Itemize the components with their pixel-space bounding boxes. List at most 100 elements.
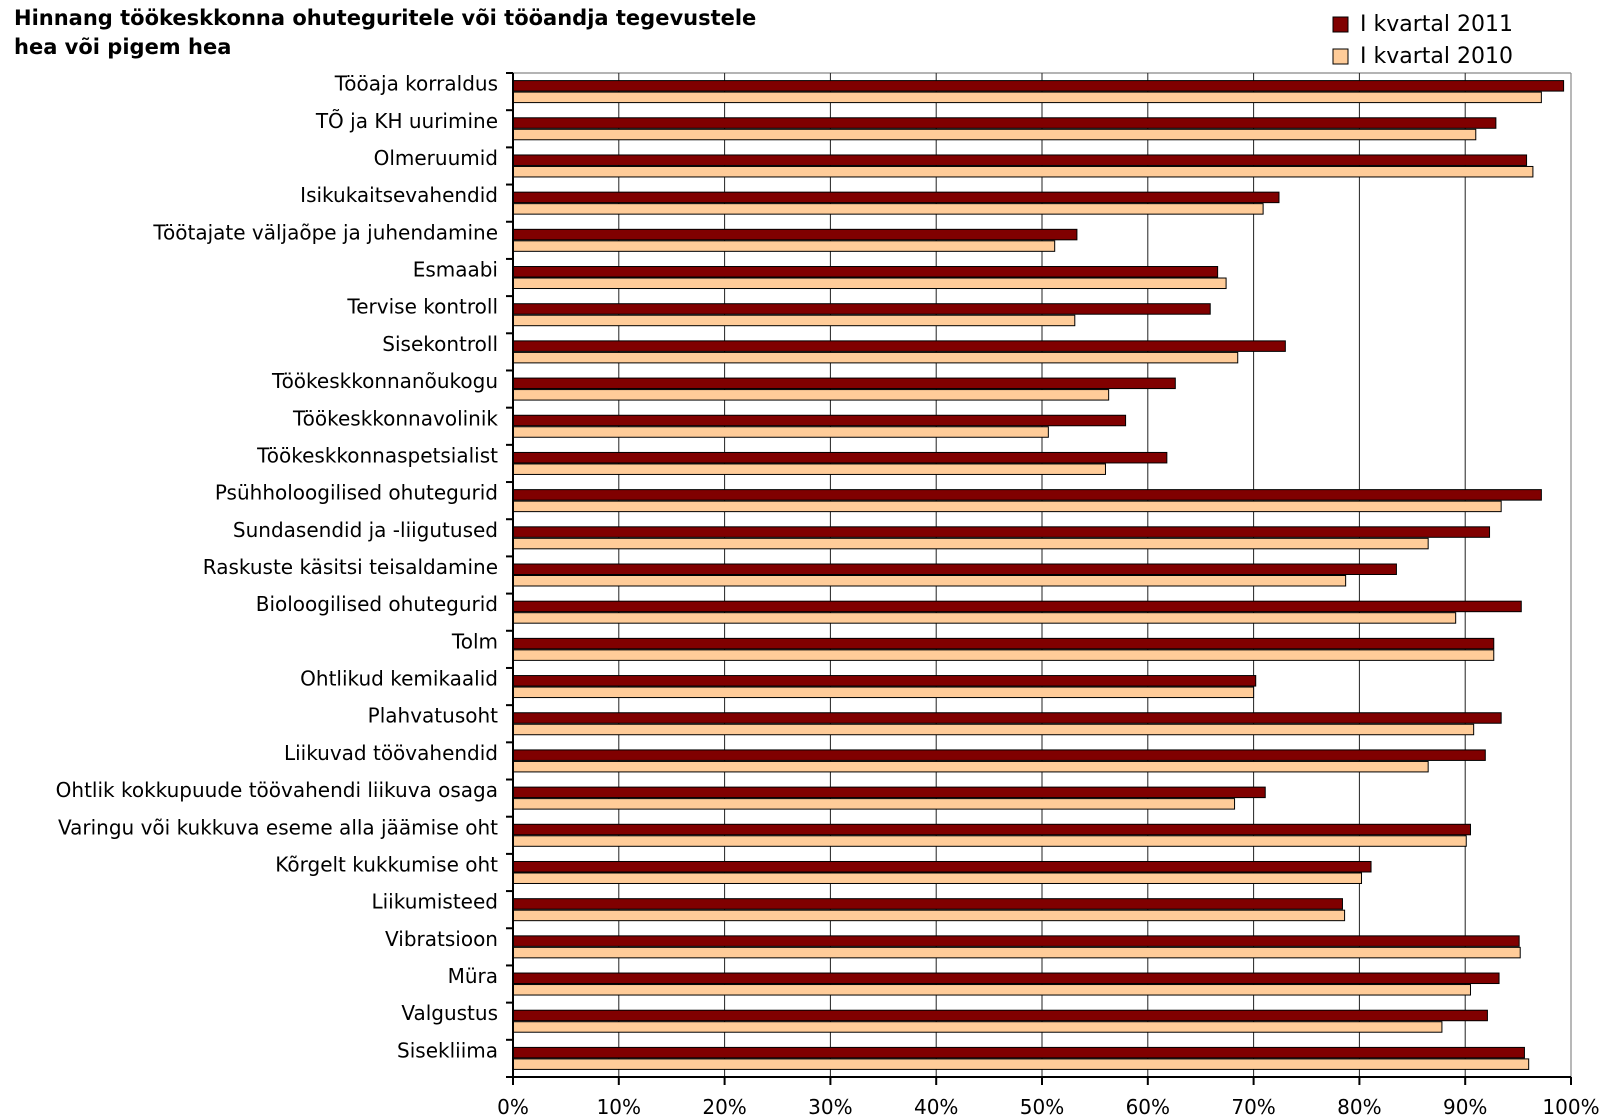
- bar-2011: [512, 377, 1176, 390]
- bar-2011: [512, 712, 1502, 724]
- category-label: Töökeskkonnaspetsialist: [256, 443, 498, 467]
- category-label: Varingu või kukkuva eseme alla jäämise o…: [58, 815, 498, 839]
- bar-2011: [512, 340, 1286, 352]
- category-label: Raskuste käsitsi teisaldamine: [203, 555, 498, 579]
- bar-2010: [512, 1058, 1530, 1070]
- category-label: Töökeskkonnanõukogu: [271, 369, 498, 393]
- category-label: Olmeruumid: [374, 146, 498, 170]
- category-label: Tervise kontroll: [346, 295, 498, 319]
- category-label: Töökeskkonnavolinik: [292, 406, 498, 430]
- legend-swatch: [1332, 48, 1349, 65]
- category-label: Müra: [448, 964, 498, 988]
- bar-2010: [512, 463, 1106, 475]
- chart-title: Hinnang töökeskkonna ohuteguritele või t…: [14, 4, 914, 62]
- bar-2010: [512, 426, 1049, 438]
- x-tick-labels: 0% 10% 20% 30% 40% 50% 60% 70% 80% 90% 100%: [497, 1095, 1599, 1117]
- bar-2010: [512, 835, 1467, 847]
- bar-2011: [512, 935, 1520, 947]
- category-label: Liikuvad töövahendid: [284, 741, 498, 765]
- x-tick-label: 80%: [1337, 1095, 1381, 1117]
- x-tick-label: 10%: [597, 1095, 641, 1117]
- bar-2011: [512, 117, 1497, 129]
- category-label: Tolm: [451, 629, 498, 653]
- legend-swatch: [1332, 16, 1349, 33]
- x-tick-label: 40%: [914, 1095, 958, 1117]
- bar-2010: [512, 872, 1363, 884]
- bar-2011: [512, 526, 1491, 538]
- bar-2011: [512, 898, 1343, 910]
- category-label: Liikumisteed: [371, 890, 498, 914]
- category-label: Töötajate väljaõpe ja juhendamine: [152, 220, 498, 244]
- category-label: Sisekontroll: [382, 332, 498, 356]
- bar-2010: [512, 91, 1542, 104]
- category-label: Sisekliima: [397, 1038, 498, 1062]
- x-tick-label: 0%: [497, 1095, 529, 1117]
- bar-2011: [512, 675, 1257, 687]
- bar-2011: [512, 303, 1211, 315]
- bar-2011: [512, 80, 1565, 92]
- bar-2010: [512, 984, 1471, 996]
- x-tick-label: 50%: [1020, 1095, 1064, 1117]
- category-label: Bioloogilised ohutegurid: [256, 592, 498, 616]
- bar-2010: [512, 389, 1110, 401]
- category-label: Sundasendid ja -liigutused: [233, 518, 498, 542]
- bar-2010: [512, 686, 1255, 699]
- x-tick-label: 100%: [1542, 1095, 1599, 1117]
- bar-2011: [512, 637, 1495, 650]
- bar-2011: [512, 860, 1372, 873]
- bar-2010: [512, 240, 1056, 252]
- bar-2010: [512, 500, 1502, 513]
- bar-2011: [512, 1046, 1525, 1059]
- category-label: Ohtlikud kemikaalid: [300, 667, 498, 691]
- bar-2010: [512, 612, 1457, 624]
- category-label: Plahvatusoht: [368, 704, 498, 728]
- category-label: Vibratsioon: [385, 927, 498, 951]
- x-tick-label: 20%: [702, 1095, 746, 1117]
- category-label: Tööaja korraldus: [334, 72, 498, 96]
- legend: I kvartal 2011 I kvartal 2010: [1332, 12, 1513, 69]
- bar-2010: [512, 909, 1346, 922]
- axes: [506, 72, 1572, 1085]
- legend-label: I kvartal 2011: [1360, 12, 1513, 37]
- bar-2011: [512, 154, 1528, 166]
- bar-2011: [512, 786, 1266, 799]
- bar-2011: [512, 266, 1219, 278]
- category-label: Kõrgelt kukkumise oht: [275, 852, 498, 876]
- bar-2011: [512, 972, 1500, 985]
- bar-2010: [512, 760, 1429, 773]
- x-tick-label: 70%: [1231, 1095, 1275, 1117]
- bar-2010: [512, 203, 1264, 215]
- bars: [512, 80, 1565, 1070]
- bar-2011: [512, 563, 1397, 575]
- bar-2010: [512, 351, 1239, 364]
- bar-2011: [512, 414, 1127, 427]
- legend-label: I kvartal 2010: [1360, 44, 1513, 69]
- x-tick-label: 90%: [1443, 1095, 1487, 1117]
- chart-title-line-1: Hinnang töökeskkonna ohuteguritele või t…: [14, 6, 757, 30]
- bar-2011: [512, 823, 1471, 836]
- bar-2010: [512, 723, 1475, 736]
- bar-2010: [512, 575, 1347, 587]
- category-label: TÕ ja KH uurimine: [315, 109, 498, 133]
- bar-2010: [512, 277, 1227, 290]
- bar-2010: [512, 946, 1521, 959]
- bar-2010: [512, 1021, 1443, 1033]
- category-label: Esmaabi: [413, 258, 498, 282]
- bar-2011: [512, 451, 1168, 464]
- bar-2010: [512, 798, 1236, 810]
- category-label: Isikukaitsevahendid: [300, 183, 498, 207]
- bar-2011: [512, 489, 1542, 501]
- category-labels: Tööaja korraldus TÕ ja KH uurimine Olmeruu…: [56, 72, 499, 1063]
- chart-title-line-2: hea või pigem hea: [14, 35, 232, 59]
- x-tick-label: 60%: [1126, 1095, 1170, 1117]
- bar-2011: [512, 228, 1078, 241]
- x-tick-label: 30%: [808, 1095, 852, 1117]
- category-label: Valgustus: [401, 1001, 498, 1025]
- bar-2011: [512, 749, 1486, 761]
- bar-2010: [512, 537, 1429, 550]
- bar-2010: [512, 165, 1534, 178]
- category-label: Psühholoogilised ohutegurid: [215, 481, 498, 505]
- bar-2011: [512, 1009, 1488, 1022]
- bar-2010: [512, 128, 1477, 141]
